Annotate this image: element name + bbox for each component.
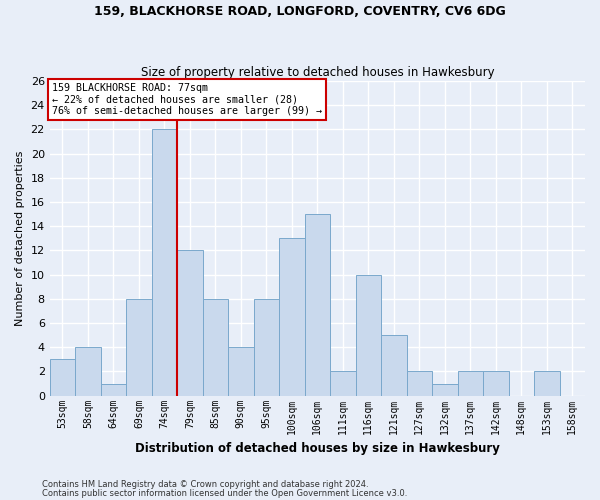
Bar xyxy=(330,372,356,396)
Bar xyxy=(381,335,407,396)
Bar xyxy=(356,274,381,396)
Title: Size of property relative to detached houses in Hawkesbury: Size of property relative to detached ho… xyxy=(140,66,494,78)
Bar xyxy=(279,238,305,396)
Bar xyxy=(458,372,483,396)
Text: Contains HM Land Registry data © Crown copyright and database right 2024.: Contains HM Land Registry data © Crown c… xyxy=(42,480,368,489)
X-axis label: Distribution of detached houses by size in Hawkesbury: Distribution of detached houses by size … xyxy=(135,442,500,455)
Bar xyxy=(228,347,254,396)
Bar xyxy=(50,360,75,396)
Bar xyxy=(483,372,509,396)
Bar xyxy=(101,384,126,396)
Text: 159 BLACKHORSE ROAD: 77sqm
← 22% of detached houses are smaller (28)
76% of semi: 159 BLACKHORSE ROAD: 77sqm ← 22% of deta… xyxy=(52,82,322,116)
Bar xyxy=(534,372,560,396)
Bar xyxy=(75,347,101,396)
Text: 159, BLACKHORSE ROAD, LONGFORD, COVENTRY, CV6 6DG: 159, BLACKHORSE ROAD, LONGFORD, COVENTRY… xyxy=(94,5,506,18)
Text: Contains public sector information licensed under the Open Government Licence v3: Contains public sector information licen… xyxy=(42,488,407,498)
Bar xyxy=(305,214,330,396)
Bar xyxy=(254,299,279,396)
Bar xyxy=(177,250,203,396)
Bar xyxy=(126,299,152,396)
Y-axis label: Number of detached properties: Number of detached properties xyxy=(15,150,25,326)
Bar xyxy=(203,299,228,396)
Bar xyxy=(152,130,177,396)
Bar xyxy=(432,384,458,396)
Bar xyxy=(407,372,432,396)
